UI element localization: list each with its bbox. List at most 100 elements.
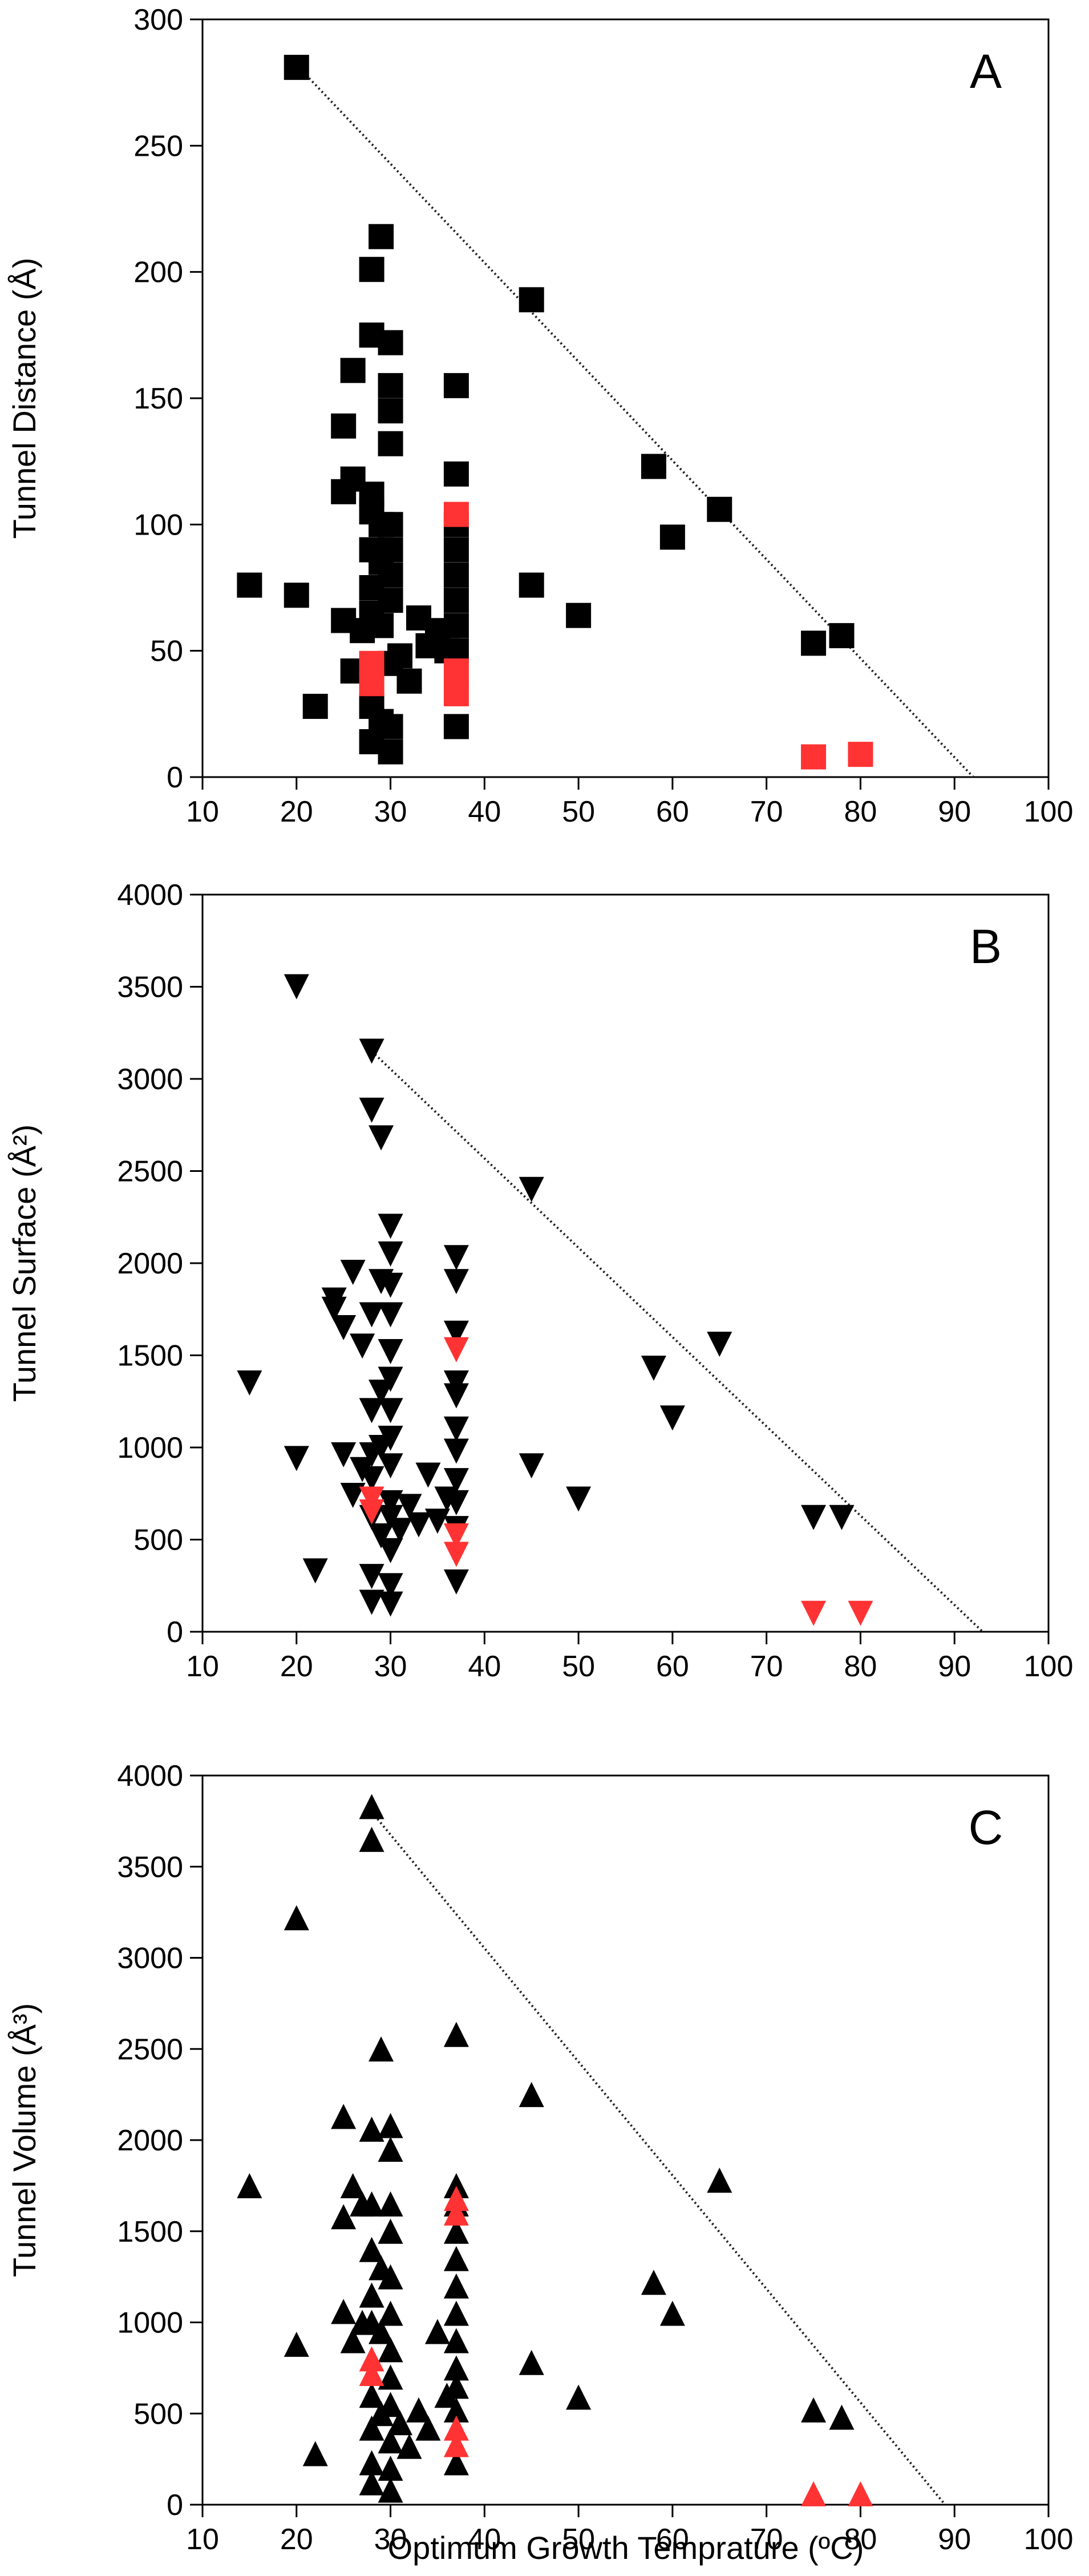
data-point-black [378, 2392, 403, 2417]
data-point-black [302, 2441, 328, 2466]
data-point-black [443, 1383, 469, 1409]
data-point-black [378, 330, 403, 355]
data-point-black [443, 2300, 469, 2326]
data-point-black [378, 2337, 403, 2363]
trend-line [371, 1050, 984, 1633]
y-tick-label: 150 [133, 382, 183, 415]
data-point-black [443, 2397, 469, 2423]
data-point-red [359, 2346, 384, 2372]
y-tick-label: 500 [133, 2397, 183, 2431]
data-point-black [321, 1296, 347, 1322]
data-point-black [387, 2410, 413, 2436]
data-point-black [707, 496, 732, 522]
data-point-black [396, 1494, 422, 1519]
data-point-black [378, 537, 403, 563]
y-tick-label: 2000 [117, 2124, 183, 2157]
data-point-black [519, 2082, 544, 2108]
x-tick-label: 50 [562, 1650, 595, 1683]
data-point-black [378, 1272, 403, 1298]
data-point-black [369, 1125, 394, 1151]
data-point-black [378, 2477, 403, 2503]
panel-label: A [970, 45, 1002, 98]
data-point-black [443, 2273, 469, 2299]
data-point-black [359, 1398, 384, 1424]
data-point-black [443, 2173, 469, 2198]
data-point-black [443, 2373, 469, 2399]
data-point-black [359, 2383, 384, 2408]
data-point-black [415, 1462, 441, 1488]
data-point-black [340, 2328, 366, 2353]
data-point-black [331, 2204, 357, 2230]
data-point-black [829, 1505, 855, 1530]
data-point-black [378, 2113, 403, 2138]
data-point-black [378, 2300, 403, 2326]
data-point-black [369, 1380, 394, 1405]
data-point-black [378, 2428, 403, 2454]
data-point-black [519, 2349, 544, 2375]
data-point-black [284, 1905, 309, 1931]
panel-label: B [970, 920, 1002, 973]
plot-frame [201, 18, 1050, 778]
data-point-black [829, 2404, 855, 2430]
data-point-black [237, 2173, 262, 2198]
data-point-black [302, 1558, 328, 1584]
data-point-black [359, 2191, 384, 2217]
data-point-black [284, 2331, 309, 2357]
y-tick-label: 4000 [117, 879, 183, 912]
y-tick-label: 250 [133, 130, 183, 163]
y-tick-label: 4000 [117, 1760, 183, 1793]
data-point-black [378, 739, 403, 765]
y-tick-label: 0 [167, 2489, 183, 2522]
x-tick-label: 10 [186, 795, 219, 828]
data-point-black [829, 623, 855, 649]
data-point-black [378, 2218, 403, 2244]
y-tick-label: 3000 [117, 1063, 183, 1096]
data-point-black [406, 1512, 431, 1538]
data-point-black [378, 398, 403, 424]
data-point-black [331, 1315, 357, 1341]
x-tick-label: 40 [468, 1650, 501, 1683]
x-tick-label: 70 [750, 795, 783, 828]
data-point-black [359, 1302, 384, 1328]
data-point-black [331, 1442, 357, 1467]
y-tick-label: 200 [133, 256, 183, 289]
x-tick-label: 30 [374, 2523, 407, 2556]
data-point-black [359, 1466, 384, 1491]
y-tick-label: 2500 [117, 1155, 183, 1188]
data-point-black [801, 1505, 827, 1530]
data-point-red [801, 1600, 827, 1626]
data-point-black [340, 1260, 366, 1285]
data-point-red [443, 2186, 469, 2211]
data-point-black [443, 2328, 469, 2353]
data-point-black [387, 1518, 413, 1543]
data-point-black [443, 714, 469, 739]
x-tick-label: 100 [1024, 795, 1074, 828]
data-point-red [801, 2481, 827, 2506]
data-point-black [566, 1486, 592, 1512]
data-point-red [443, 1542, 469, 1567]
y-tick-label: 2000 [117, 1247, 183, 1280]
y-tick-label: 0 [167, 1616, 183, 1649]
data-point-black [378, 373, 403, 398]
y-tick-label: 1000 [117, 1431, 183, 1465]
x-tick-label: 50 [562, 795, 595, 828]
y-tick-label: 3000 [117, 1942, 183, 1975]
x-tick-label: 60 [656, 2523, 689, 2556]
data-point-black [359, 2450, 384, 2476]
data-point-black [369, 613, 394, 638]
data-point-black [443, 373, 469, 398]
data-point-black [378, 1573, 403, 1599]
data-point-black [369, 224, 394, 249]
data-point-red [443, 1523, 469, 1549]
data-point-black [378, 2191, 403, 2217]
data-point-black [443, 537, 469, 563]
x-tick-label: 10 [186, 1650, 219, 1683]
data-point-black [443, 562, 469, 588]
data-point-black [443, 1569, 469, 1595]
data-point-black [519, 287, 544, 313]
data-point-black [378, 1302, 403, 1328]
x-tick-label: 20 [280, 2523, 313, 2556]
data-point-black [566, 2384, 592, 2410]
y-tick-label: 0 [167, 761, 183, 794]
data-point-black [378, 714, 403, 739]
